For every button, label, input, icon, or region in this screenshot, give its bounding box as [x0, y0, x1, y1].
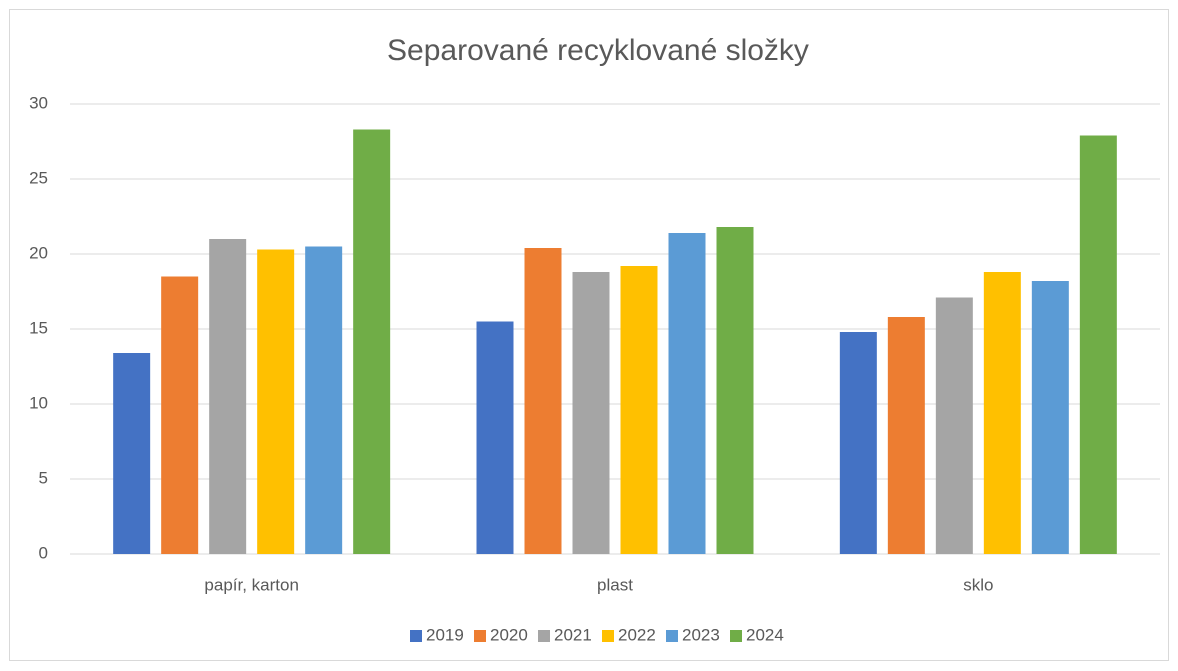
bar — [716, 227, 754, 554]
bar — [257, 249, 295, 554]
legend-swatch — [666, 630, 678, 642]
bar — [1079, 135, 1117, 554]
bar — [209, 239, 247, 554]
bar — [620, 266, 658, 554]
y-tick-label: 10 — [29, 393, 48, 412]
chart-title: Separované recyklované složky — [387, 34, 809, 67]
y-tick-label: 30 — [29, 93, 48, 112]
legend-label: 2024 — [746, 625, 784, 644]
legend-swatch — [410, 630, 422, 642]
y-tick-label: 5 — [39, 468, 48, 487]
bar — [839, 332, 877, 554]
x-tick-label: sklo — [963, 575, 993, 594]
bar — [572, 272, 610, 554]
legend-label: 2021 — [554, 625, 592, 644]
bar — [668, 233, 706, 554]
legend-swatch — [602, 630, 614, 642]
bar — [887, 317, 925, 554]
legend-label: 2020 — [490, 625, 528, 644]
y-tick-label: 25 — [29, 168, 48, 187]
bar — [935, 297, 973, 554]
legend-swatch — [474, 630, 486, 642]
bar — [1031, 281, 1069, 554]
y-tick-label: 0 — [39, 543, 48, 562]
bar — [353, 129, 391, 554]
bar — [983, 272, 1021, 554]
legend-swatch — [730, 630, 742, 642]
y-tick-label: 20 — [29, 243, 48, 262]
legend-swatch — [538, 630, 550, 642]
bar — [305, 246, 343, 554]
legend-label: 2022 — [618, 625, 656, 644]
legend-label: 2019 — [426, 625, 464, 644]
bar — [476, 321, 514, 554]
bar — [524, 248, 562, 554]
bar — [161, 276, 199, 554]
x-tick-label: papír, karton — [204, 575, 299, 594]
legend-label: 2023 — [682, 625, 720, 644]
y-tick-label: 15 — [29, 318, 48, 337]
x-tick-label: plast — [597, 575, 633, 594]
bar — [113, 353, 151, 554]
